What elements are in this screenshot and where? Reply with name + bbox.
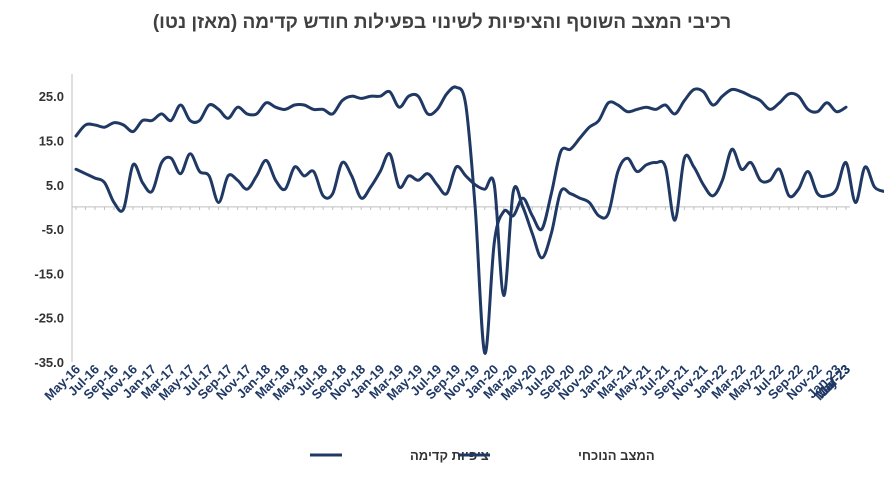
y-tick-label: -15.0 — [34, 266, 64, 281]
legend-label-2: המצב הנוכחי — [578, 448, 655, 463]
series-line-2 — [74, 147, 884, 298]
y-tick-label: -5.0 — [42, 222, 64, 237]
series-line-1 — [74, 85, 848, 355]
x-axis-ticks: May-16Jul-16Sep-16Nov-16Jan-17Mar-17May-… — [41, 206, 853, 403]
y-tick-label: -35.0 — [34, 355, 64, 370]
chart-title: רכיבי המצב השוטף והציפיות לשינוי בפעילות… — [152, 12, 732, 33]
y-tick-label: 25.0 — [39, 89, 64, 104]
legend: ציפיות קדימה המצב הנוכחי — [310, 448, 655, 463]
y-tick-label: 5.0 — [46, 178, 64, 193]
y-tick-label: 15.0 — [39, 133, 64, 148]
y-axis-ticks: 25.0 15.0 5.0 -5.0 -15.0 -25.0 -35.0 — [34, 89, 64, 370]
legend-label-1: ציפיות קדימה — [410, 448, 489, 463]
axes — [71, 74, 850, 362]
y-tick-label: -25.0 — [34, 311, 64, 326]
series-lines — [74, 85, 884, 355]
